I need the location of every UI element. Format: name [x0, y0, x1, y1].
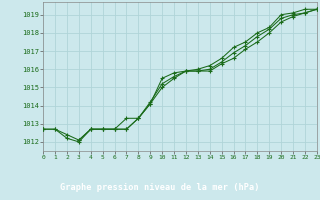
- Text: Graphe pression niveau de la mer (hPa): Graphe pression niveau de la mer (hPa): [60, 182, 260, 192]
